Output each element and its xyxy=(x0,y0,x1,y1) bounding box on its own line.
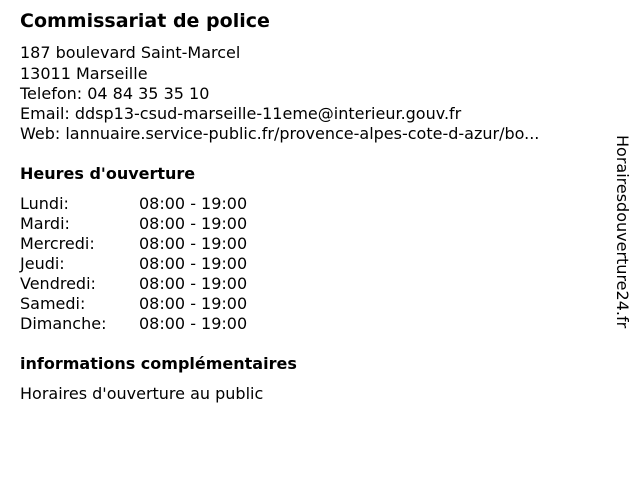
day-label: Lundi: xyxy=(20,194,69,213)
time-range: 08:00 - 19:00 xyxy=(139,254,248,273)
hours-row: Vendredi: 08:00 - 19:00 xyxy=(20,274,320,294)
day-label: Vendredi: xyxy=(20,274,96,293)
time-range: 08:00 - 19:00 xyxy=(139,314,248,333)
time-range: 08:00 - 19:00 xyxy=(139,294,248,313)
hours-row: Lundi: 08:00 - 19:00 xyxy=(20,194,320,214)
time-range: 08:00 - 19:00 xyxy=(139,274,248,293)
website: Web: lannuaire.service-public.fr/provenc… xyxy=(20,124,540,143)
page-title: Commissariat de police xyxy=(20,10,270,32)
time-range: 08:00 - 19:00 xyxy=(139,194,248,213)
hours-row: Jeudi: 08:00 - 19:00 xyxy=(20,254,320,274)
watermark: Horairesdouverture24.fr xyxy=(613,135,632,329)
hours-row: Mardi: 08:00 - 19:00 xyxy=(20,214,320,234)
hours-row: Samedi: 08:00 - 19:00 xyxy=(20,294,320,314)
time-range: 08:00 - 19:00 xyxy=(139,214,248,233)
day-label: Dimanche: xyxy=(20,314,107,333)
day-label: Mardi: xyxy=(20,214,70,233)
hours-row: Mercredi: 08:00 - 19:00 xyxy=(20,234,320,254)
address: 187 boulevard Saint-Marcel xyxy=(20,43,241,62)
day-label: Jeudi: xyxy=(20,254,65,273)
city: 13011 Marseille xyxy=(20,64,148,83)
info-heading: informations complémentaires xyxy=(20,354,297,373)
hours-row: Dimanche: 08:00 - 19:00 xyxy=(20,314,320,334)
phone: Telefon: 04 84 35 35 10 xyxy=(20,84,210,103)
hours-table: Lundi: 08:00 - 19:00 Mardi: 08:00 - 19:00 … xyxy=(20,194,320,334)
day-label: Mercredi: xyxy=(20,234,95,253)
email: Email: ddsp13-csud-marseille-11eme@inter… xyxy=(20,104,462,123)
info-text: Horaires d'ouverture au public xyxy=(20,384,264,403)
hours-heading: Heures d'ouverture xyxy=(20,164,196,183)
time-range: 08:00 - 19:00 xyxy=(139,234,248,253)
day-label: Samedi: xyxy=(20,294,86,313)
